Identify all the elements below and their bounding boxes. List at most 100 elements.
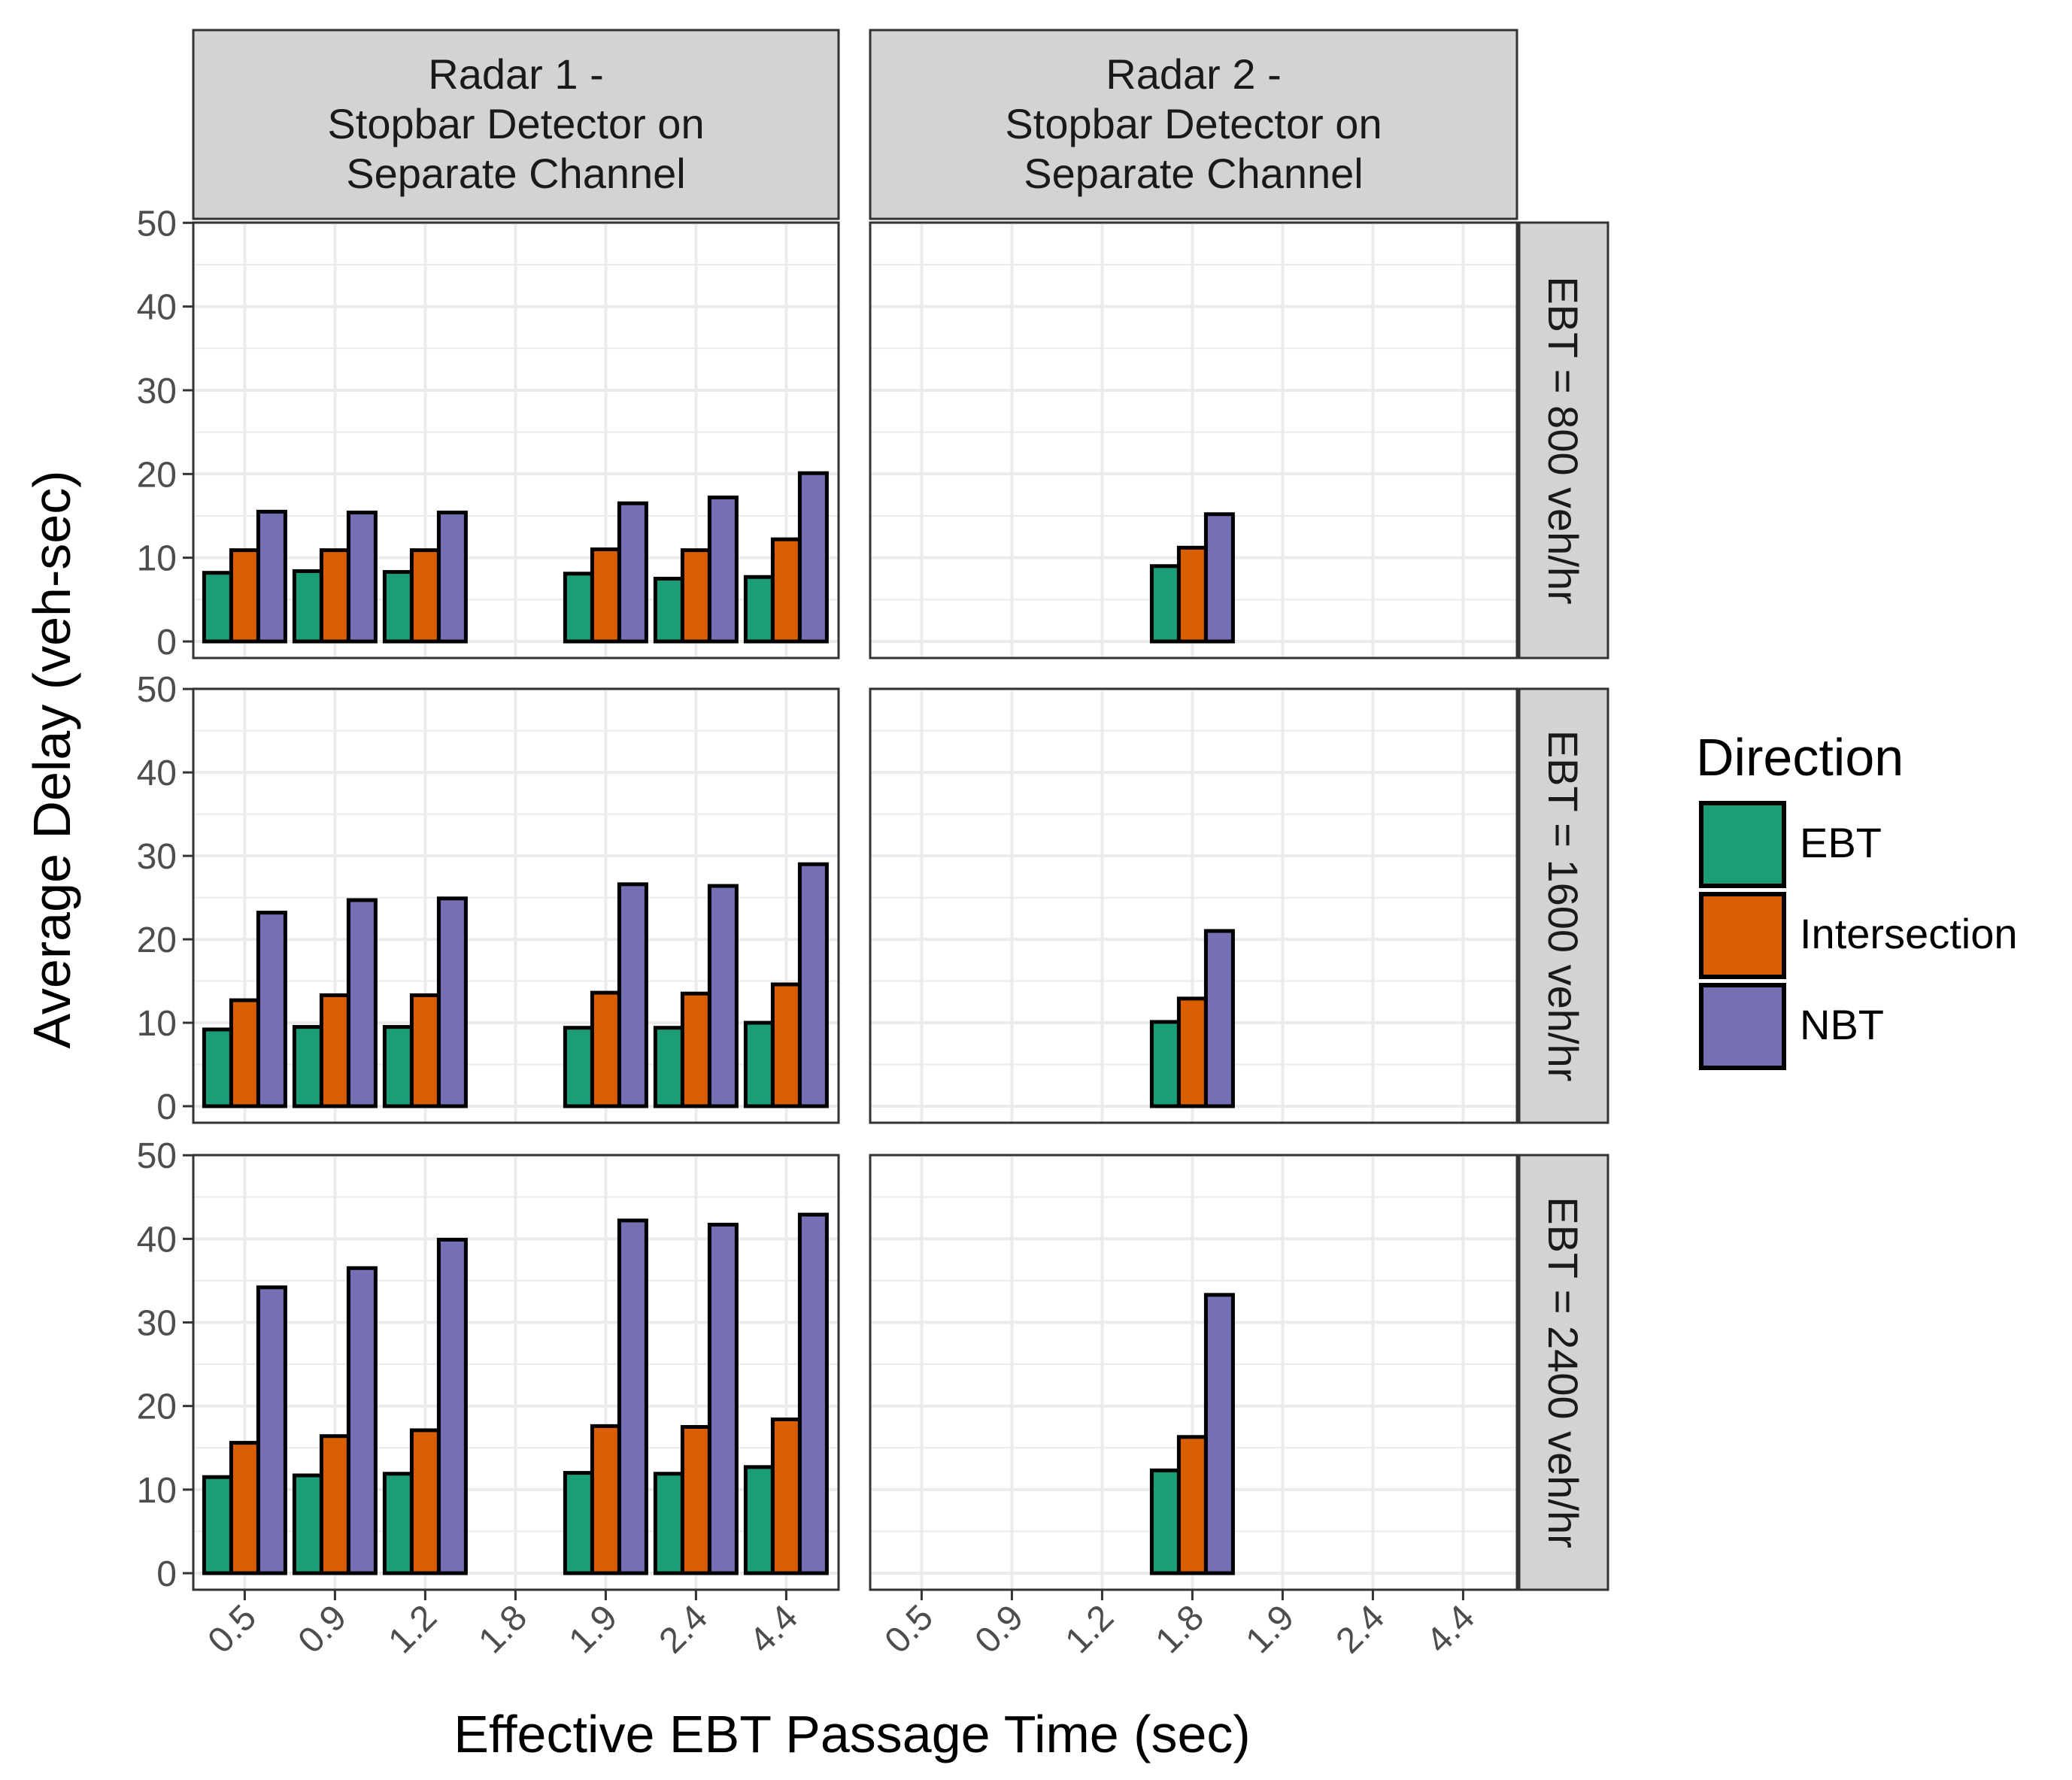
bar-ebt (1149, 564, 1181, 644)
bar-intersection (590, 1424, 621, 1575)
bar-intersection (229, 1441, 260, 1575)
bar-intersection (409, 548, 441, 644)
x-tick-label: 0.9 (968, 1597, 1032, 1661)
legend-title: Direction (1696, 728, 1904, 787)
facet-panel (192, 221, 840, 660)
panel-border (869, 221, 1518, 660)
bar-nbt (436, 1237, 468, 1575)
bar-intersection (229, 548, 260, 644)
y-axis-title: Average Delay (veh-sec) (23, 470, 81, 1048)
legend-label: EBT (1800, 819, 1882, 866)
legend-label: NBT (1800, 1001, 1884, 1048)
bar-nbt (617, 882, 648, 1108)
y-tick-label: 20 (137, 1387, 177, 1427)
y-tick-label: 0 (156, 623, 177, 663)
row-strip: EBT = 1600 veh/hr (1518, 687, 1609, 1124)
y-tick-label: 30 (137, 1304, 177, 1344)
legend-key-ebt (1699, 801, 1786, 888)
bar-intersection (680, 1424, 711, 1575)
column-strip-line: Separate Channel (346, 150, 685, 197)
legend-keys: EBT Intersection NBT (1699, 801, 2018, 1070)
bar-nbt (617, 501, 648, 644)
bar-nbt (436, 511, 468, 644)
row-strip: EBT = 800 veh/hr (1518, 221, 1609, 660)
bar-intersection (409, 993, 441, 1108)
x-tick-label: 0.5 (878, 1597, 942, 1661)
bar-intersection (319, 1434, 350, 1575)
bar-intersection (229, 998, 260, 1108)
bar-intersection (680, 548, 711, 644)
column-strip: Radar 1 -Stopbar Detector on Separate Cha… (192, 29, 840, 220)
legend-key-intersection (1699, 892, 1786, 979)
column-strip-line: Separate Channel (1024, 150, 1363, 197)
bar-intersection (770, 982, 802, 1108)
panel-border (192, 687, 840, 1124)
y-tick-label: 10 (137, 539, 177, 579)
bar-nbt (1203, 929, 1235, 1108)
y-tick-label: 40 (137, 288, 177, 328)
bar-ebt (1149, 1468, 1181, 1575)
bar-intersection (590, 547, 621, 644)
column-strip-line: Stopbar Detector on (327, 100, 704, 147)
facet-panel (869, 687, 1518, 1124)
bar-ebt (202, 1475, 233, 1575)
bar-nbt (797, 862, 829, 1108)
column-strip-label: Radar 2 -Stopbar Detector on Separate Cha… (1005, 50, 1382, 197)
bar-nbt (617, 1218, 648, 1575)
bar-nbt (346, 1266, 378, 1575)
x-tick-label: 2.4 (652, 1597, 716, 1661)
panel-border (869, 1154, 1518, 1591)
facet-panel (869, 1154, 1518, 1591)
x-tick-label: 1.2 (381, 1597, 445, 1661)
x-tick-label: 4.4 (1419, 1597, 1483, 1661)
legend-key-nbt (1699, 983, 1786, 1070)
bar-nbt (797, 1212, 829, 1575)
column-strip-line: Radar 2 - (1106, 50, 1281, 98)
panel-border (869, 687, 1518, 1124)
facet-strips-layer: Radar 1 -Stopbar Detector on Separate Cha… (192, 29, 1609, 1591)
y-tick-label: 10 (137, 1471, 177, 1511)
bar-nbt (1203, 512, 1235, 644)
y-tick-label: 20 (137, 455, 177, 495)
x-tick-label: 0.9 (291, 1597, 355, 1661)
bar-nbt (1203, 1293, 1235, 1575)
row-strip-background (1518, 687, 1609, 1124)
bar-ebt (743, 575, 775, 644)
column-strip-line: Stopbar Detector on (1005, 100, 1382, 147)
bar-intersection (1176, 545, 1208, 644)
x-tick-label: 2.4 (1329, 1597, 1393, 1661)
bar-ebt (563, 1471, 594, 1575)
bar-nbt (256, 509, 287, 644)
x-tick-label: 4.4 (742, 1597, 806, 1661)
y-tick-label: 10 (137, 1004, 177, 1044)
column-strip-line: Radar 1 - (428, 50, 603, 98)
bar-intersection (770, 537, 802, 644)
y-tick-label: 40 (137, 754, 177, 793)
legend-label: Intersection (1800, 910, 2018, 957)
bar-ebt (292, 1025, 323, 1108)
y-tick-label: 0 (156, 1087, 177, 1127)
bar-intersection (590, 990, 621, 1108)
bar-ebt (202, 1027, 233, 1108)
bar-ebt (292, 1473, 323, 1575)
y-tick-label: 30 (137, 837, 177, 877)
column-strip-background (869, 29, 1518, 220)
bar-ebt (202, 571, 233, 644)
x-tick-label: 0.5 (201, 1597, 265, 1661)
bar-nbt (436, 896, 468, 1108)
bar-nbt (346, 898, 378, 1108)
row-strip-label: EBT = 800 veh/hr (1540, 276, 1587, 604)
bar-intersection (680, 991, 711, 1108)
bar-ebt (563, 1026, 594, 1108)
row-strip-background (1518, 221, 1609, 660)
legend: Direction EBT Intersection NBT (1696, 728, 2018, 1070)
x-tick-label: 1.8 (1148, 1597, 1212, 1661)
facet-panel (192, 1154, 840, 1591)
y-tick-label: 50 (137, 670, 177, 710)
bar-ebt (292, 569, 323, 644)
column-strip: Radar 2 -Stopbar Detector on Separate Cha… (869, 29, 1518, 220)
y-tick-label: 50 (137, 1136, 177, 1176)
panel-border (192, 221, 840, 660)
